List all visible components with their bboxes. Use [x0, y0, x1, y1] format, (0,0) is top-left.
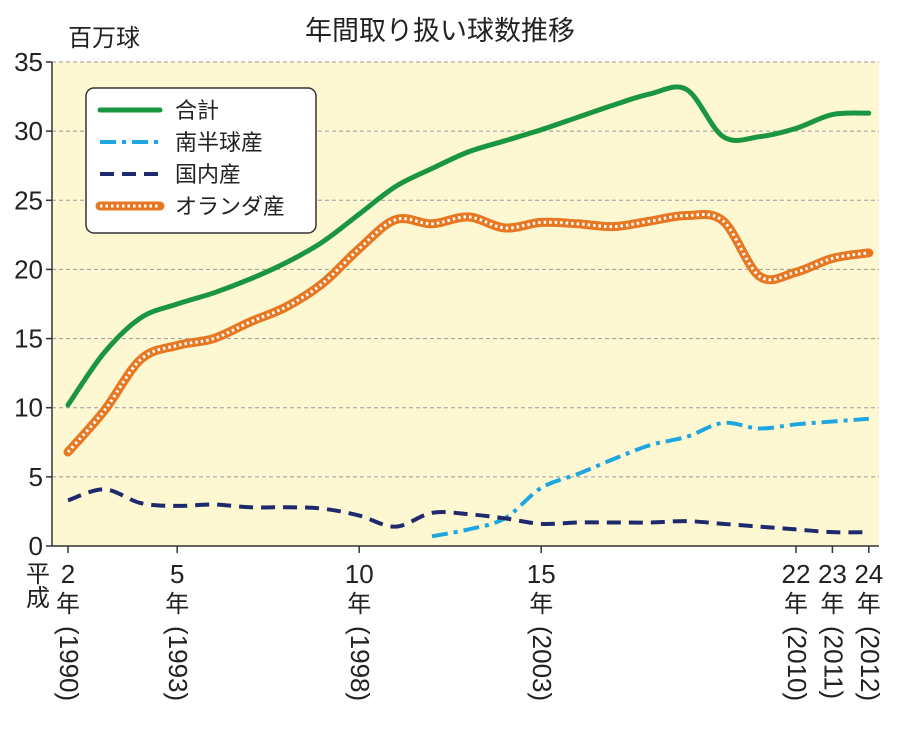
era-label-char: 平	[26, 560, 50, 588]
x-tick-western: (1990)	[54, 626, 84, 701]
x-tick-western: (2003)	[527, 626, 557, 701]
grid-lines	[52, 61, 879, 478]
x-tick-era: 22	[782, 559, 811, 589]
y-axis-unit: 百万球	[68, 24, 140, 52]
x-axis: 2年(1990)5年(1993)10年(1998)15年(2003)22年(20…	[54, 546, 885, 701]
legend-box	[85, 87, 317, 234]
x-tick-suffix: 年	[529, 590, 553, 618]
x-tick-suffix: 年	[56, 590, 80, 618]
chart-title: 年間取り扱い球数推移	[305, 16, 575, 47]
y-tick-label: 30	[14, 116, 43, 146]
x-tick-label: 10年 (1998)	[345, 559, 375, 701]
legend-label: オランダ産	[175, 195, 285, 220]
x-tick-western: (2010)	[782, 626, 812, 701]
x-tick-label: 5年 (1993)	[163, 559, 193, 701]
x-tick-western: (2011)	[818, 626, 848, 699]
legend-label: 南半球産	[175, 131, 263, 156]
era-label-char: 成	[26, 584, 50, 612]
era-label: 平成	[26, 560, 50, 612]
y-tick-label: 15	[14, 324, 43, 354]
x-tick-label: 15年 (2003)	[527, 559, 557, 701]
y-tick-label: 25	[14, 185, 43, 215]
x-tick-era: 10	[345, 559, 374, 589]
x-tick-label: 23年 (2011)	[818, 559, 848, 699]
series-line	[65, 84, 872, 408]
y-tick-label: 20	[14, 254, 43, 284]
x-tick-era: 2	[61, 559, 75, 589]
y-tick-label: 0	[29, 531, 43, 561]
legend-item: 南半球産	[100, 131, 263, 156]
x-tick-suffix: 年	[857, 590, 881, 618]
x-tick-era: 23	[818, 559, 847, 589]
x-tick-label: 22年 (2010)	[782, 559, 812, 701]
x-tick-suffix: 年	[784, 590, 808, 618]
x-tick-label: 2年 (1990)	[54, 559, 84, 701]
legend-label: 合計	[175, 99, 219, 124]
x-tick-era: 15	[527, 559, 556, 589]
legend-item: オランダ産	[95, 195, 285, 220]
series-group	[63, 84, 874, 539]
x-tick-suffix: 年	[347, 590, 371, 618]
y-axis-ticks: 0 5 10 15 20 25 30 35	[14, 47, 52, 561]
x-tick-western: (1998)	[345, 626, 375, 701]
legend-item: 国内産	[100, 163, 241, 188]
y-tick-label: 35	[14, 47, 43, 77]
series-line	[67, 487, 869, 535]
legend-label: 国内産	[175, 163, 241, 188]
x-tick-suffix: 年	[165, 590, 189, 618]
x-tick-western: (1993)	[163, 626, 193, 701]
x-tick-era: 5	[170, 559, 184, 589]
y-tick-label: 10	[14, 393, 43, 423]
x-tick-suffix: 年	[820, 590, 844, 618]
x-tick-western: (2012)	[855, 626, 885, 701]
x-tick-era: 24	[854, 559, 883, 589]
series-line	[63, 209, 874, 457]
y-tick-label: 5	[29, 462, 43, 492]
legend-item: 合計	[97, 99, 219, 124]
x-tick-label: 24年 (2012)	[854, 559, 884, 701]
